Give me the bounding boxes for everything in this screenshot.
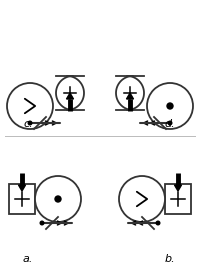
Text: d.: d. bbox=[165, 119, 175, 129]
Circle shape bbox=[28, 121, 32, 125]
Circle shape bbox=[167, 103, 173, 109]
Circle shape bbox=[35, 176, 81, 222]
Polygon shape bbox=[127, 93, 134, 99]
Circle shape bbox=[168, 121, 172, 125]
Bar bbox=[9, 184, 35, 214]
Bar bbox=[165, 184, 191, 214]
Text: b.: b. bbox=[165, 254, 175, 264]
Text: c.: c. bbox=[23, 119, 33, 129]
Circle shape bbox=[147, 83, 193, 129]
Text: a.: a. bbox=[23, 254, 33, 264]
Circle shape bbox=[119, 176, 165, 222]
Circle shape bbox=[156, 221, 160, 225]
Polygon shape bbox=[174, 185, 182, 191]
Polygon shape bbox=[66, 93, 74, 99]
Circle shape bbox=[7, 83, 53, 129]
Circle shape bbox=[55, 196, 61, 202]
Polygon shape bbox=[18, 185, 26, 191]
Circle shape bbox=[40, 221, 44, 225]
